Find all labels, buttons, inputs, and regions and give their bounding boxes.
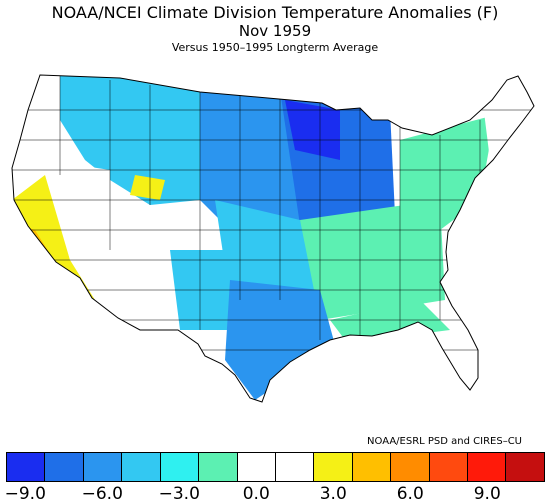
legend-swatch [274,453,314,481]
region-idaho-yellow [130,175,165,200]
map-title: NOAA/NCEI Climate Division Temperature A… [51,3,499,22]
legend-tick-label: 0.0 [242,484,270,504]
region-pacific-nw [14,110,60,175]
legend-swatch [428,453,468,481]
region-northern-plains [200,80,300,230]
region-central-plains [215,200,320,300]
legend-tick-label: 6.0 [396,484,424,504]
legend-tick-label: −9.0 [4,484,46,504]
map-subtitle: Nov 1959 [238,22,312,40]
legend-tick-label: 3.0 [319,484,347,504]
legend-swatch [313,453,352,481]
region-nevada [45,160,110,260]
legend-swatch [236,453,275,481]
legend-tick-label: −6.0 [81,484,123,504]
us-map-svg [11,74,535,403]
legend-swatch [44,453,83,481]
color-legend-bar [6,452,545,482]
legend-swatch [82,453,122,481]
legend-swatch [351,453,391,481]
region-texas [225,280,335,400]
legend-tick-label: 9.0 [473,484,501,504]
legend-swatch [198,453,237,481]
climate-division-borders [12,75,534,351]
region-minnesota-core [285,100,340,160]
us-outline [11,74,535,403]
legend-swatch [159,453,199,481]
legend-swatch [121,453,160,481]
us-climate-division-map [0,60,550,430]
color-legend-ticks: −9.0 −6.0 −3.0 0.0 3.0 6.0 9.0 [0,484,550,504]
legend-swatch [505,453,544,481]
region-northern-rockies [60,75,205,205]
legend-swatch [390,453,429,481]
legend-swatch [467,453,506,481]
legend-swatch [7,453,45,481]
credit-label: NOAA/ESRL PSD and CIRES–CU [367,436,522,447]
region-new-england [480,80,534,160]
baseline-label: Versus 1950–1995 Longterm Average [171,41,379,54]
legend-tick-label: −3.0 [158,484,200,504]
